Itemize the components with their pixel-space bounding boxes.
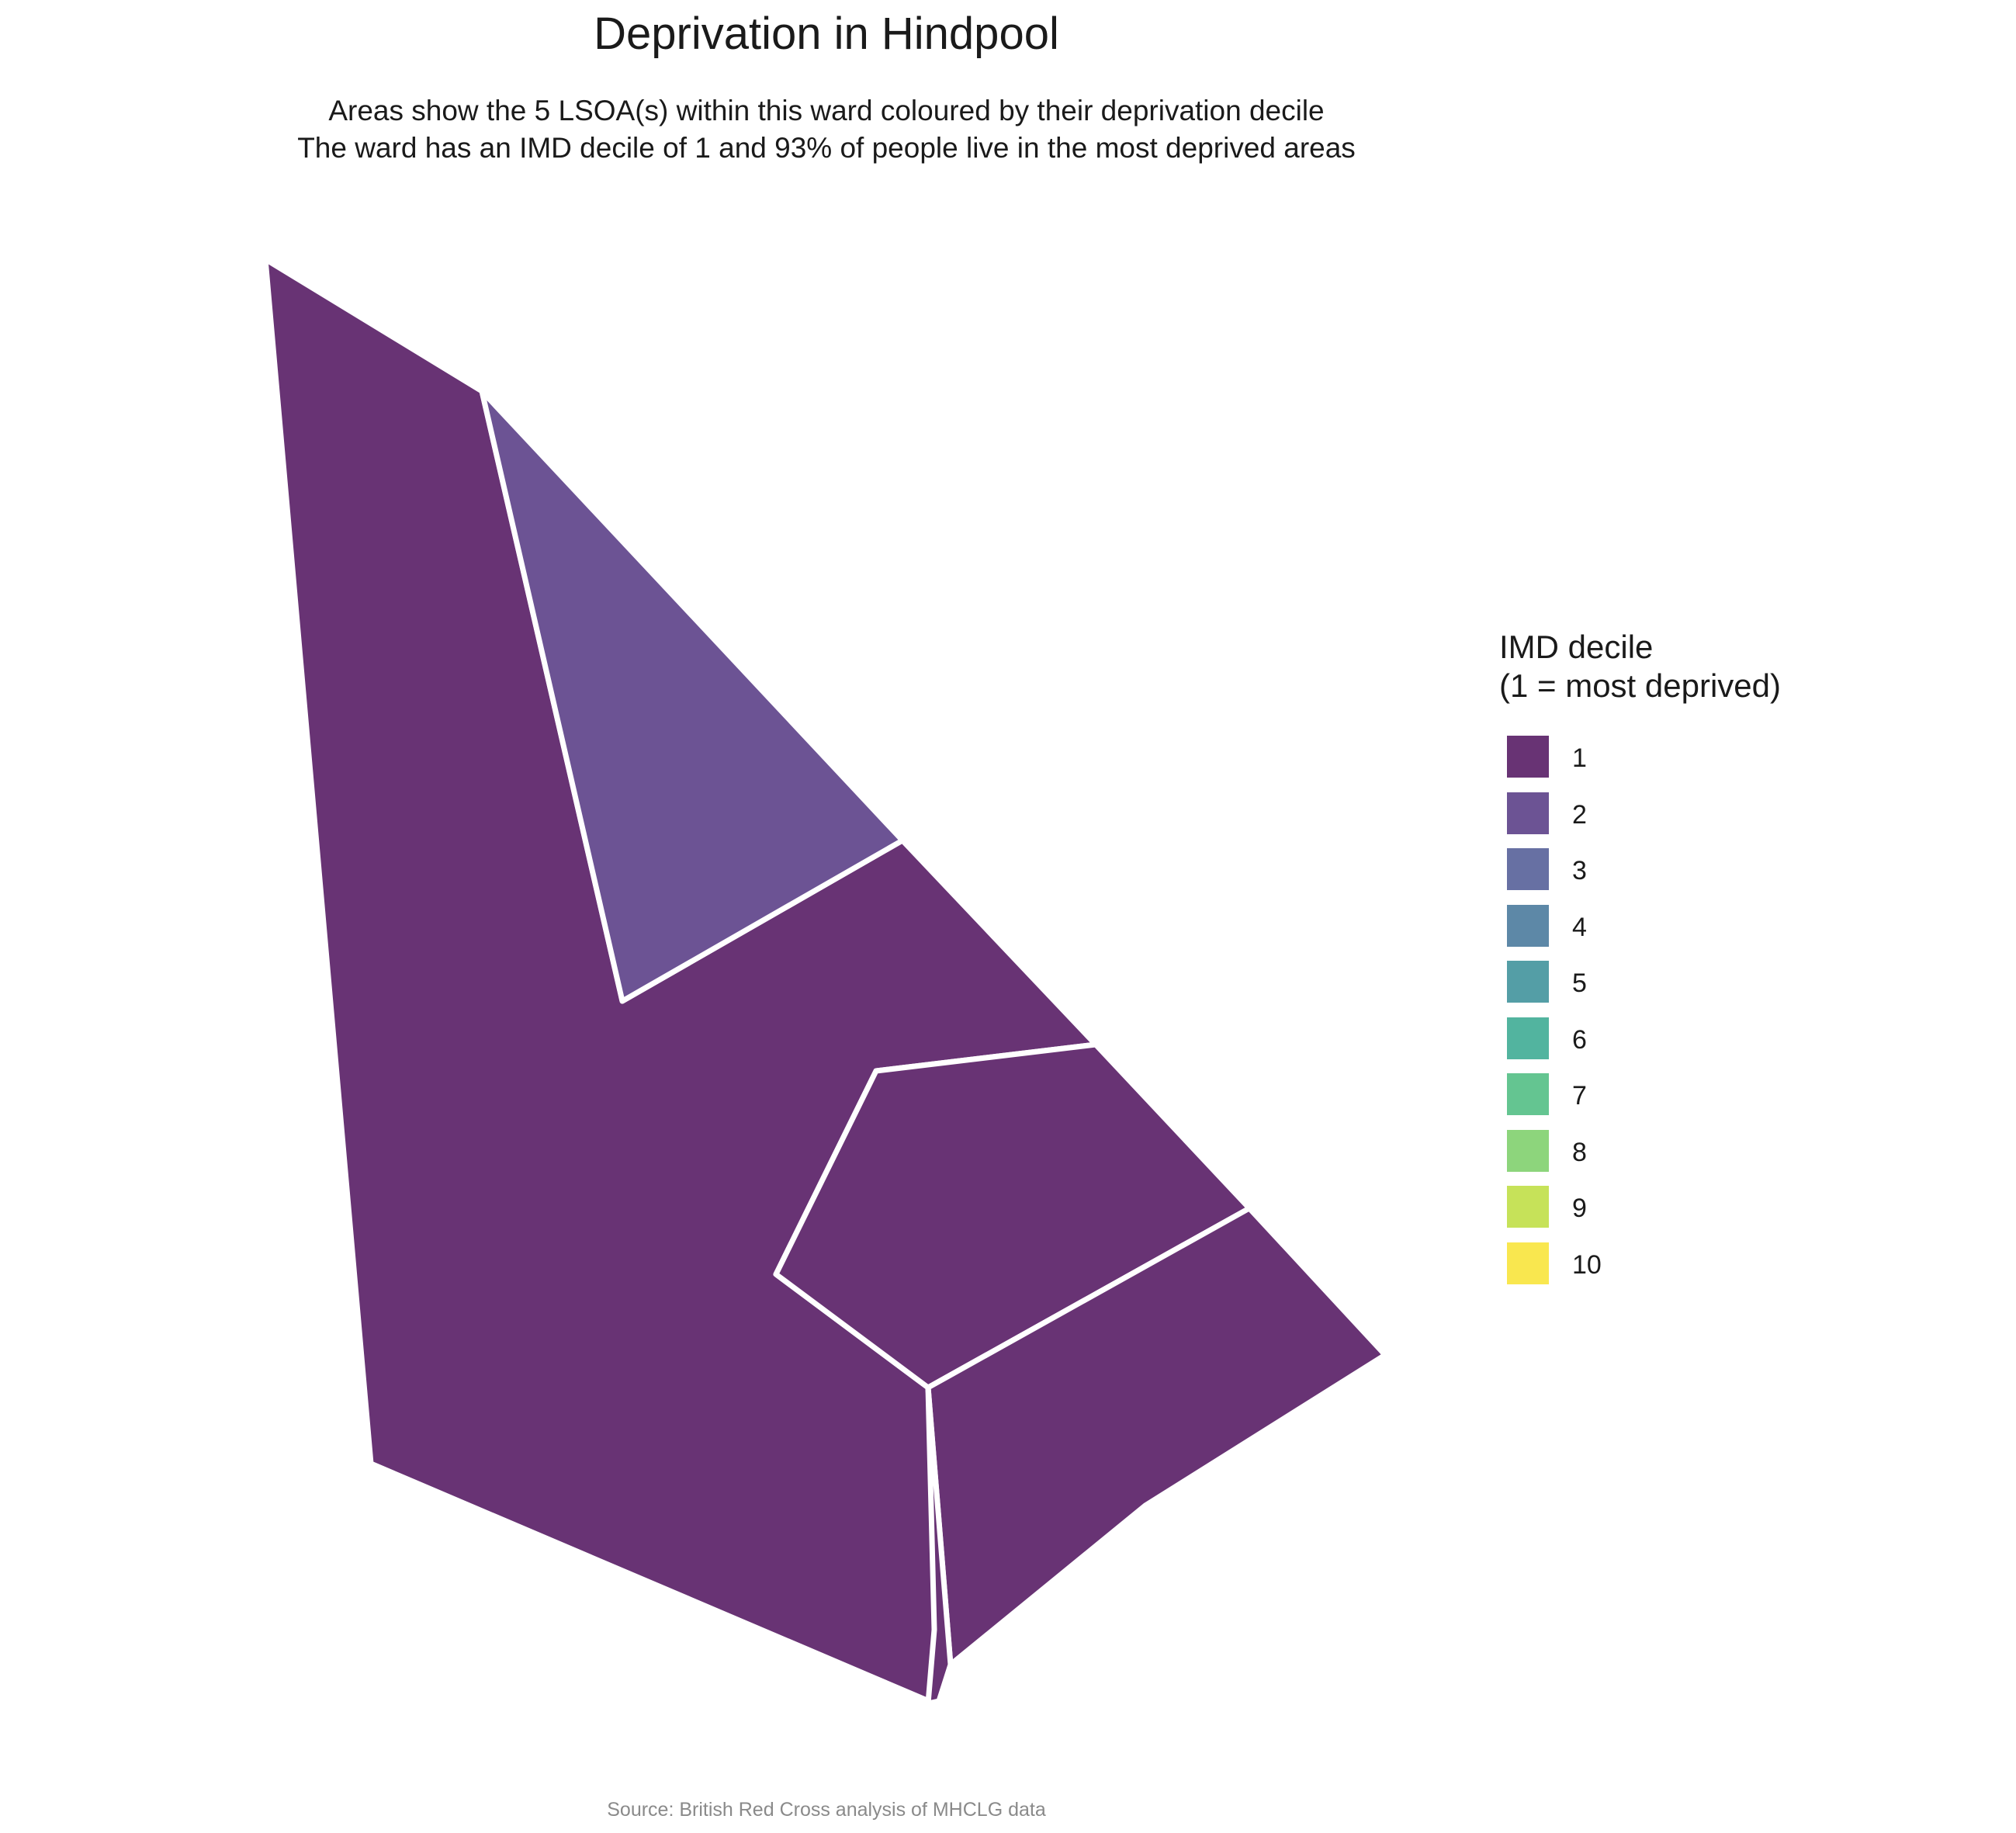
legend-swatch [1507,792,1549,834]
legend-label: 2 [1572,799,1587,830]
legend-label: 10 [1572,1249,1602,1280]
legend-swatch [1507,961,1549,1003]
legend-swatch [1507,904,1549,947]
legend-swatch [1507,1129,1549,1172]
legend-label: 1 [1572,743,1587,773]
legend-swatch [1507,1073,1549,1115]
legend-label: 7 [1572,1081,1587,1111]
legend-swatch [1507,1017,1549,1059]
legend-title-line-2: (1 = most deprived) [1499,667,1781,704]
legend-swatch [1507,1242,1549,1284]
map-title: Deprivation in Hindpool [594,9,1059,59]
legend-label: 9 [1572,1194,1587,1223]
map-subtitle-line-2: The ward has an IMD decile of 1 and 93% … [297,132,1356,164]
legend-label: 3 [1572,856,1587,885]
legend-swatch [1507,848,1549,890]
map-subtitle-line-1: Areas show the 5 LSOA(s) within this war… [328,95,1325,126]
legend-swatch [1507,736,1549,778]
lsoa-north [479,388,906,1004]
legend-label: 8 [1572,1137,1587,1167]
legend-label: 4 [1572,912,1587,942]
source-caption: Source: British Red Cross analysis of MH… [607,1799,1046,1821]
legend-swatch [1507,1186,1549,1228]
legend-label: 5 [1572,968,1587,998]
legend-title-line-1: IMD decile [1499,629,1654,665]
lsoa-south [925,1384,954,1707]
legend-label: 6 [1572,1024,1587,1055]
